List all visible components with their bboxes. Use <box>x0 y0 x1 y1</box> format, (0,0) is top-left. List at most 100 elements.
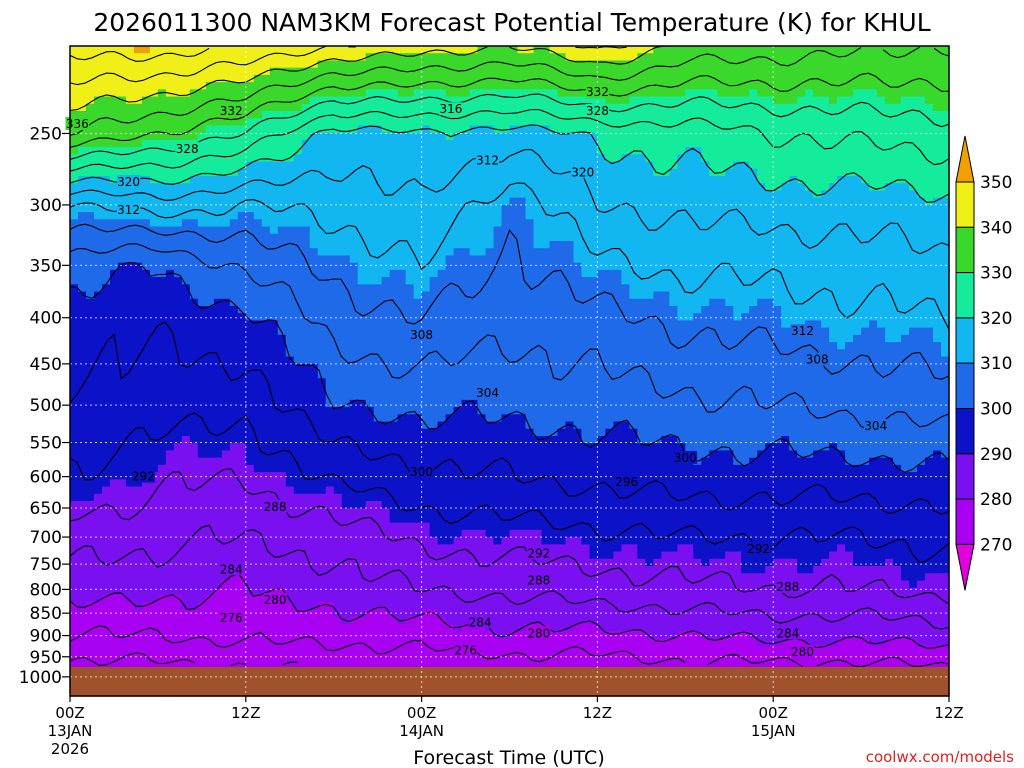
theta-cell <box>541 168 551 177</box>
theta-cell <box>117 197 127 206</box>
theta-cell <box>685 356 694 365</box>
theta-cell <box>805 103 814 112</box>
theta-cell <box>349 132 359 141</box>
theta-cell <box>461 269 471 278</box>
theta-cell <box>845 255 854 264</box>
theta-cell <box>413 306 423 314</box>
theta-cell <box>829 327 838 336</box>
theta-cell <box>157 255 167 264</box>
theta-cell <box>277 277 287 285</box>
theta-cell <box>557 60 567 69</box>
theta-cell <box>789 241 798 249</box>
theta-cell <box>509 356 519 365</box>
theta-cell <box>829 356 838 365</box>
theta-cell <box>541 212 551 220</box>
theta-cell <box>589 190 598 199</box>
theta-cell <box>397 74 407 83</box>
theta-cell <box>397 154 407 163</box>
theta-cell <box>925 212 934 220</box>
theta-cell <box>453 89 463 98</box>
theta-cell <box>469 183 479 192</box>
theta-cell <box>149 219 159 228</box>
theta-cell <box>693 342 702 350</box>
theta-cell <box>789 212 798 220</box>
theta-cell <box>941 248 950 257</box>
theta-cell <box>317 111 327 119</box>
theta-cell <box>245 74 255 83</box>
theta-cell <box>525 255 535 264</box>
theta-cell <box>125 356 135 365</box>
theta-cell <box>493 291 503 300</box>
theta-cell <box>341 342 351 350</box>
theta-cell <box>557 363 567 372</box>
theta-cell <box>333 212 343 220</box>
theta-cell <box>853 67 862 76</box>
theta-cell <box>869 147 878 155</box>
theta-cell <box>645 320 654 329</box>
theta-cell <box>389 46 399 54</box>
theta-cell <box>349 67 359 76</box>
theta-cell <box>693 255 702 264</box>
theta-cell <box>589 356 598 365</box>
theta-cell <box>437 82 447 90</box>
theta-cell <box>429 277 439 285</box>
theta-cell <box>917 298 926 307</box>
theta-cell <box>213 154 223 163</box>
theta-cell <box>589 183 598 192</box>
theta-cell <box>829 197 838 206</box>
theta-cell <box>773 67 782 76</box>
theta-cell <box>205 363 215 372</box>
theta-cell <box>141 82 151 90</box>
theta-cell <box>237 82 247 90</box>
theta-cell <box>93 132 103 141</box>
theta-cell <box>381 204 391 213</box>
theta-cell <box>533 255 543 264</box>
theta-cell <box>333 277 343 285</box>
theta-cell <box>813 125 822 134</box>
theta-cell <box>509 74 519 83</box>
theta-cell <box>629 306 638 314</box>
theta-cell <box>245 219 255 228</box>
theta-cell <box>405 111 415 119</box>
theta-cell <box>325 118 335 127</box>
theta-cell <box>325 161 335 170</box>
theta-cell <box>77 371 87 379</box>
theta-cell <box>165 204 175 213</box>
theta-cell <box>349 241 359 249</box>
theta-cell <box>133 111 143 119</box>
theta-cell <box>805 183 814 192</box>
theta-cell <box>909 342 918 350</box>
theta-cell <box>213 284 223 293</box>
theta-cell <box>397 298 407 307</box>
theta-cell <box>861 168 870 177</box>
theta-cell <box>589 363 598 372</box>
theta-cell <box>677 204 686 213</box>
theta-cell <box>509 255 519 264</box>
theta-cell <box>533 269 543 278</box>
theta-cell <box>845 190 854 199</box>
theta-cell <box>317 82 327 90</box>
theta-cell <box>189 241 199 249</box>
theta-cell <box>565 147 575 155</box>
theta-cell <box>917 212 926 220</box>
theta-cell <box>669 298 678 307</box>
theta-cell <box>333 320 343 329</box>
theta-cell <box>349 363 359 372</box>
theta-cell <box>517 327 527 336</box>
theta-cell <box>669 226 678 235</box>
theta-cell <box>877 103 886 112</box>
theta-cell <box>109 176 119 184</box>
theta-cell <box>213 147 223 155</box>
theta-cell <box>421 342 431 350</box>
theta-cell <box>229 197 239 206</box>
theta-cell <box>77 349 87 358</box>
theta-cell <box>605 255 614 264</box>
theta-cell <box>805 82 814 90</box>
theta-cell <box>117 60 127 69</box>
theta-cell <box>693 248 702 257</box>
theta-cell <box>573 60 583 69</box>
theta-cell <box>581 298 591 307</box>
theta-cell <box>557 96 567 105</box>
theta-cell <box>765 306 774 314</box>
theta-cell <box>509 212 519 220</box>
